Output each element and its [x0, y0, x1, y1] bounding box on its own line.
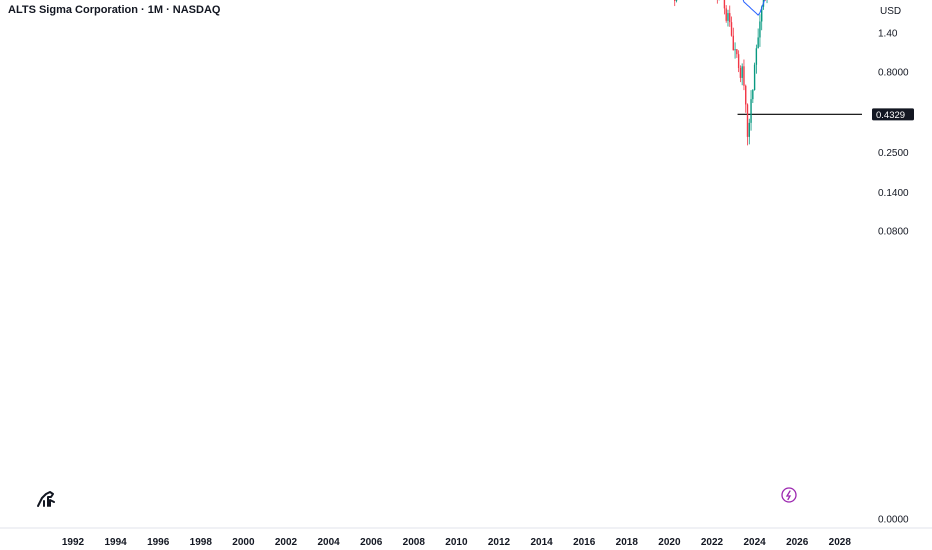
moving-average [742, 0, 766, 16]
candle-body [741, 66, 743, 78]
x-tick-label: 1998 [190, 537, 213, 548]
chart-title: ALTS Sigma Corporation · 1M · NASDAQ [8, 4, 221, 16]
candle-body [734, 49, 736, 51]
tradingview-dino-icon [37, 491, 55, 507]
candle-body [739, 68, 742, 78]
y-tick-label: 1.40 [878, 29, 898, 40]
x-tick-label: 2026 [786, 537, 809, 548]
candle-body [675, 0, 678, 1]
candle-body [745, 85, 747, 105]
candles [674, 0, 768, 146]
candle-body [752, 89, 754, 100]
candle-body [732, 35, 734, 51]
level-tag [872, 108, 914, 121]
candle-body [761, 6, 763, 22]
x-tick-label: 2024 [743, 537, 766, 548]
x-tick-label: 2008 [403, 537, 426, 548]
x-tick-label: 2002 [275, 537, 298, 548]
x-tick-label: 2014 [530, 537, 553, 548]
x-tick-label: 2016 [573, 537, 596, 548]
price-tags: 8,532.202,703.98230.3589.4911.500.43294.… [872, 108, 914, 121]
x-tick-label: 2004 [317, 537, 340, 548]
candle-body [730, 22, 733, 36]
x-tick-label: 2020 [658, 537, 681, 548]
candle-body [737, 54, 740, 69]
x-tick-label: 2022 [701, 537, 724, 548]
candle-body [757, 37, 759, 49]
currency-label: USD [880, 6, 902, 17]
x-tick-label: 2010 [445, 537, 468, 548]
candle-body [723, 0, 726, 9]
y-tick-label: 0.8000 [878, 67, 909, 78]
candle-body [750, 99, 752, 123]
x-tick-label: 2000 [232, 537, 255, 548]
candle-body [753, 64, 756, 90]
candle-body [746, 104, 749, 137]
x-tick-label: 1994 [104, 537, 127, 548]
y-tick-label: 0.1400 [878, 188, 909, 199]
x-tick-label: 2028 [829, 537, 852, 548]
y-axis: 44,000.0024,000.0014,000.004,400.001,400… [878, 29, 909, 526]
x-tick-label: 1992 [62, 537, 85, 548]
level-tag-text: 0.4329 [876, 110, 905, 121]
x-axis: 1992 1994 1996 1998 2000 2002 2004 2006 2008 2010… [62, 537, 851, 548]
x-tick-label: 2018 [616, 537, 639, 548]
candle-body [759, 21, 761, 38]
x-tick-label: 2006 [360, 537, 383, 548]
candle-body [743, 66, 745, 86]
candle-body [725, 8, 727, 21]
y-tick-label: 0.0800 [878, 227, 909, 238]
candle-body [736, 49, 738, 55]
flash-icon[interactable] [781, 487, 797, 503]
candle-body [727, 13, 729, 21]
y-tick-label: 0.2500 [878, 148, 909, 159]
y-tick-label: 0.0000 [878, 515, 909, 526]
candle-body [748, 122, 750, 137]
candle-body [729, 13, 731, 23]
x-tick-label: 2012 [488, 537, 511, 548]
candle-body [755, 48, 758, 65]
horizontal-levels [737, 113, 862, 115]
x-tick-label: 1996 [147, 537, 170, 548]
ma-line [742, 0, 766, 16]
candle-body [674, 0, 676, 1]
